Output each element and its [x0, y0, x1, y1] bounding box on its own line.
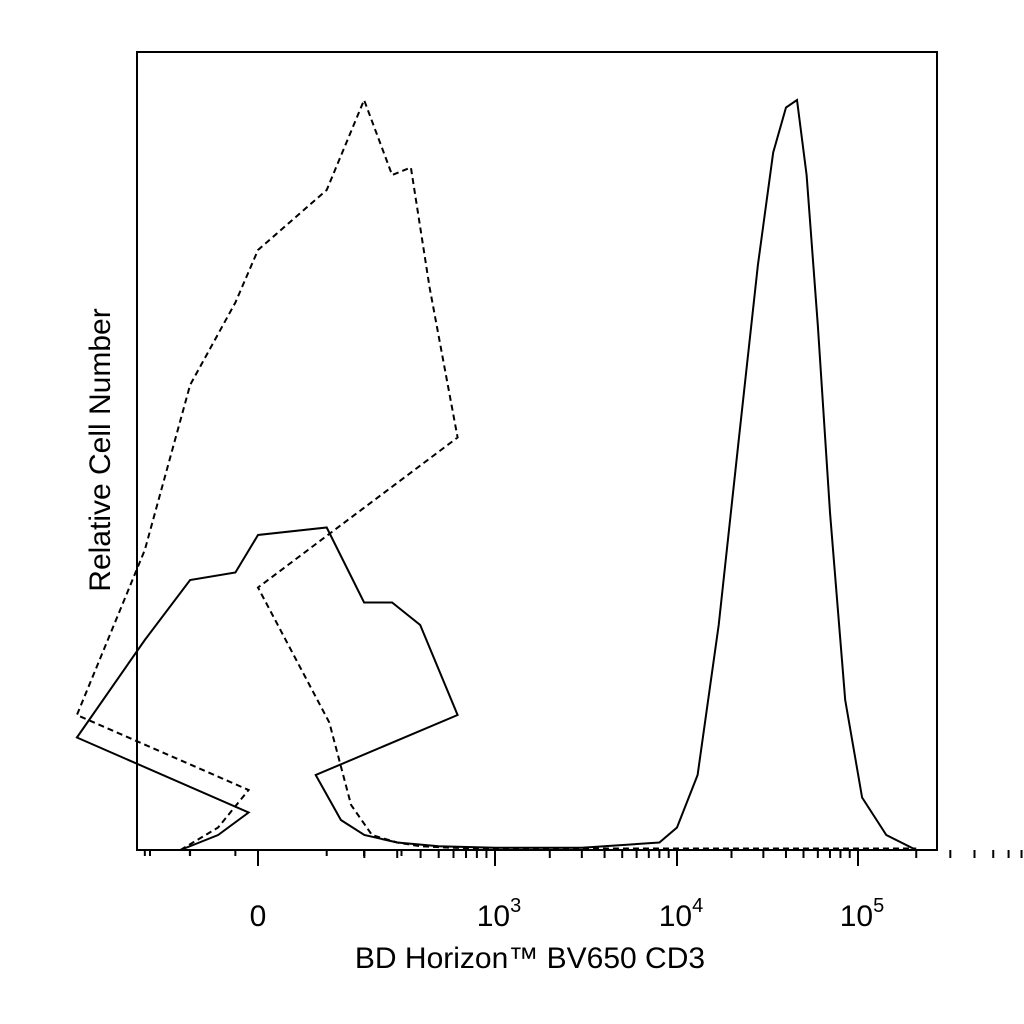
y-axis-title: Relative Cell Number	[84, 308, 117, 591]
x-axis-title: BD Horizon™ BV650 CD3	[355, 942, 705, 975]
x-tick-label: 103	[477, 895, 522, 933]
x-tick-label: 0	[250, 900, 267, 933]
x-tick-label: 105	[840, 895, 885, 933]
x-tick-label: 104	[659, 895, 704, 933]
histogram-dashed-line	[75, 97, 917, 851]
plot-frame	[136, 51, 938, 851]
histogram-solid-line	[75, 98, 917, 851]
